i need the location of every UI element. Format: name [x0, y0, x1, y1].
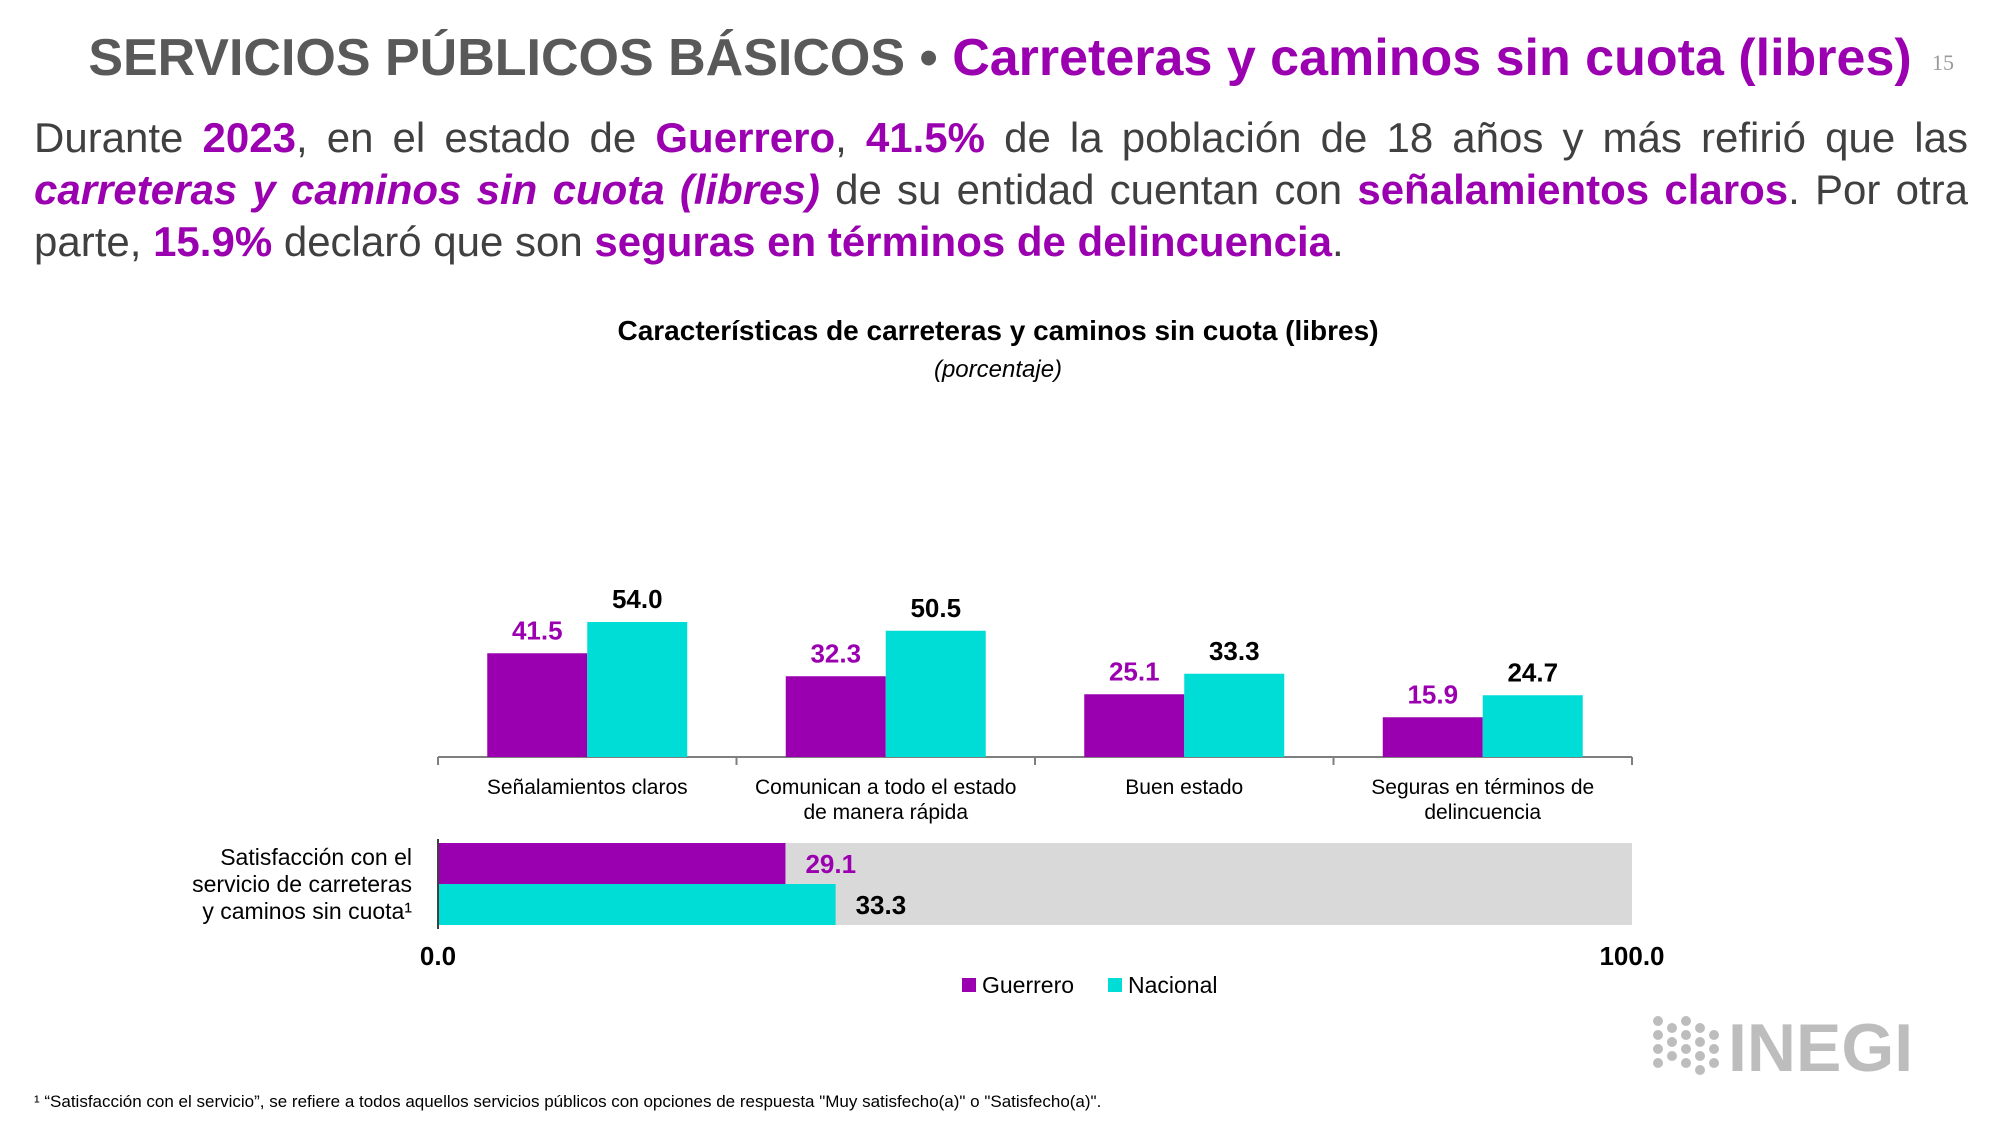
intro-text: . Por otra parte,	[34, 166, 1969, 265]
category-label: Seguras en términos de	[1371, 776, 1594, 799]
intro-text: Durante	[34, 114, 203, 161]
data-label-guerrero: 15.9	[1407, 679, 1458, 709]
bar-guerrero	[1382, 717, 1483, 757]
category-label: Señalamientos claros	[487, 776, 688, 799]
logo-dots-icon	[1653, 1016, 1719, 1075]
legend-swatch-guerrero	[962, 978, 976, 992]
intro-pct1: 41.5%	[865, 114, 985, 161]
data-label-guerrero: 41.5	[512, 615, 563, 645]
inegi-logo: INEGI	[1653, 1013, 1913, 1075]
legend-label-nacional: Nacional	[1128, 972, 1218, 998]
data-label-nacional: 54.0	[612, 584, 663, 614]
title-sub: Carreteras y caminos sin cuota (libres)	[952, 29, 1912, 87]
intro-paragraph: Durante 2023, en el estado de Guerrero, …	[34, 112, 1968, 268]
chart-title: Características de carreteras y caminos …	[617, 315, 1379, 346]
category-label: de manera rápida	[803, 801, 968, 824]
intro-text: ,	[835, 114, 866, 161]
category-label: Buen estado	[1125, 776, 1243, 799]
bar-nacional	[587, 622, 688, 757]
intro-text: de su entidad cuentan con	[819, 166, 1358, 213]
logo-text: INEGI	[1728, 1013, 1913, 1075]
intro-text: .	[1331, 218, 1344, 265]
intro-text: de la población de 18 años y más refirió…	[985, 114, 1968, 161]
legend-swatch-nacional	[1108, 978, 1122, 992]
intro-text: , en el estado de	[295, 114, 656, 161]
data-label-guerrero: 25.1	[1109, 656, 1160, 686]
satisfaction-label-guerrero: 29.1	[805, 849, 856, 879]
chart-subtitle: (porcentaje)	[933, 356, 1063, 383]
page-number: 15	[1932, 50, 1954, 75]
intro-year: 2023	[202, 114, 296, 161]
satisfaction-bar-nacional	[438, 884, 836, 925]
intro-pct2: 15.9%	[153, 218, 273, 265]
data-label-nacional: 24.7	[1507, 657, 1558, 687]
category-label: Comunican a todo el estado	[755, 776, 1017, 799]
bar-guerrero	[487, 653, 588, 757]
bar-guerrero	[1084, 694, 1185, 757]
satisfaction-bar-guerrero	[438, 843, 786, 884]
category-label: delincuencia	[1424, 801, 1541, 824]
legend-label-guerrero: Guerrero	[982, 972, 1074, 998]
satisfaction-category-label: servicio de carreteras	[192, 871, 412, 897]
intro-feature1: señalamientos claros	[1357, 166, 1789, 213]
bar-nacional	[1482, 695, 1583, 757]
title-separator: •	[919, 29, 938, 87]
title-main: SERVICIOS PÚBLICOS BÁSICOS	[88, 29, 906, 87]
footnote: ¹ “Satisfacción con el servicio”, se ref…	[34, 1092, 1102, 1111]
intro-feature2: seguras en términos de delincuencia	[594, 218, 1332, 265]
satisfaction-category-label: Satisfacción con el	[220, 844, 412, 870]
intro-topic: carreteras y caminos sin cuota (libres)	[34, 166, 820, 213]
satisfaction-category-label: y caminos sin cuota¹	[202, 898, 412, 924]
bar-guerrero	[785, 676, 886, 757]
satisfaction-label-nacional: 33.3	[856, 890, 907, 920]
axis-min-label: 0.0	[420, 941, 456, 971]
axis-max-label: 100.0	[1599, 941, 1664, 971]
data-label-guerrero: 32.3	[810, 638, 861, 668]
intro-state: Guerrero	[655, 114, 836, 161]
page-title: SERVICIOS PÚBLICOS BÁSICOS • Carreteras …	[0, 28, 2000, 88]
data-label-nacional: 33.3	[1209, 636, 1260, 666]
data-label-nacional: 50.5	[910, 593, 961, 623]
bar-nacional	[1184, 673, 1285, 757]
bar-nacional	[885, 630, 986, 757]
intro-text: declaró que son	[272, 218, 595, 265]
